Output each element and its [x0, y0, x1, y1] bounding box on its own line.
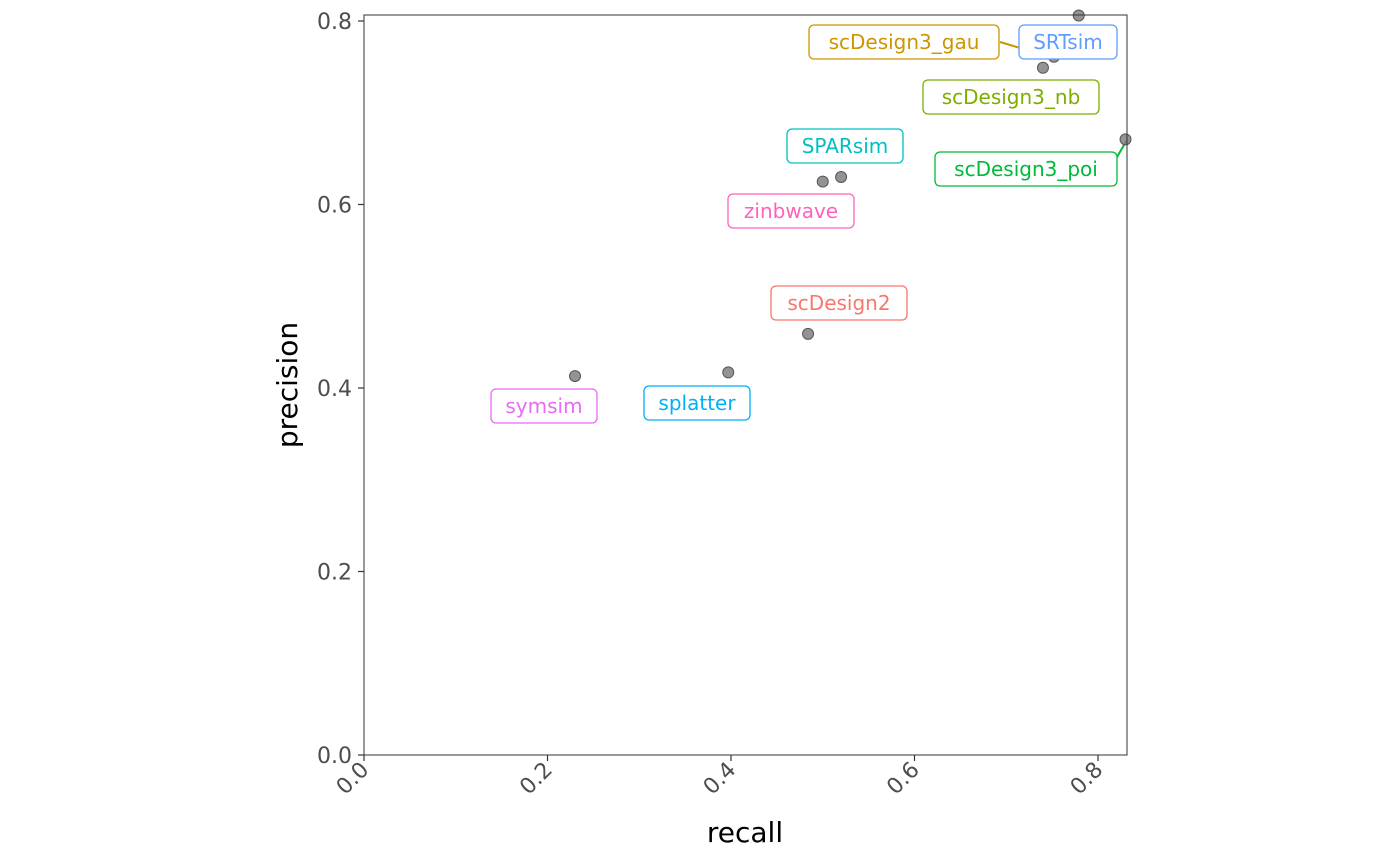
label-text: zinbwave — [744, 199, 838, 223]
x-tick-label: 0.2 — [515, 758, 557, 800]
x-tick-label: 0.6 — [882, 758, 924, 800]
label-box — [922, 79, 1100, 115]
x-axis-ticks: 0.0 0.2 0.4 0.6 0.8 — [332, 755, 1108, 800]
data-point — [835, 170, 848, 183]
data-point — [802, 327, 815, 340]
point-labels: symsim splatter scDesign2 zinbwave SPARsim sc… — [490, 24, 1118, 424]
label-box — [934, 151, 1118, 187]
data-point — [722, 366, 735, 379]
y-tick-label: 0.6 — [317, 194, 352, 219]
label-text: scDesign2 — [787, 291, 890, 315]
y-tick-label: 0.0 — [317, 744, 352, 769]
data-point — [1119, 133, 1132, 146]
label-box — [727, 193, 855, 229]
data-point — [1036, 61, 1049, 74]
label-box — [786, 128, 904, 164]
label-text: scDesign3_poi — [954, 157, 1098, 181]
point-label: zinbwave — [727, 193, 855, 229]
x-tick-label: 0.4 — [699, 758, 741, 800]
label-text: SPARsim — [802, 134, 889, 158]
leader-line — [999, 41, 1021, 49]
label-box — [643, 385, 751, 421]
x-axis-title: recall — [707, 816, 783, 849]
y-tick-label: 0.4 — [317, 377, 352, 402]
data-point — [816, 175, 829, 188]
label-text: scDesign3_nb — [942, 85, 1081, 109]
x-tick-label: 0.8 — [1066, 758, 1108, 800]
y-tick-label: 0.8 — [317, 10, 352, 35]
plot-panel-border — [363, 14, 1128, 756]
label-text: scDesign3_gau — [829, 30, 980, 54]
point-label: splatter — [643, 385, 751, 421]
point-label: scDesign3_nb — [922, 79, 1100, 115]
y-tick-label: 0.2 — [317, 561, 352, 586]
label-text: symsim — [505, 394, 582, 418]
y-axis-title: precision — [271, 322, 304, 448]
label-text: SRTsim — [1033, 30, 1103, 54]
label-box — [808, 24, 1000, 60]
label-box — [770, 285, 908, 321]
label-box — [1018, 24, 1118, 60]
point-label: scDesign2 — [770, 285, 908, 321]
point-label: symsim — [490, 388, 598, 424]
point-label: SRTsim — [1018, 24, 1118, 60]
point-label: scDesign3_poi — [934, 151, 1118, 187]
y-axis-ticks: 0.0 0.2 0.4 0.6 0.8 — [317, 10, 364, 769]
label-text: splatter — [658, 391, 736, 415]
data-point — [569, 370, 582, 383]
point-label: SPARsim — [786, 128, 904, 164]
label-box — [490, 388, 598, 424]
point-label: scDesign3_gau — [808, 24, 1000, 60]
